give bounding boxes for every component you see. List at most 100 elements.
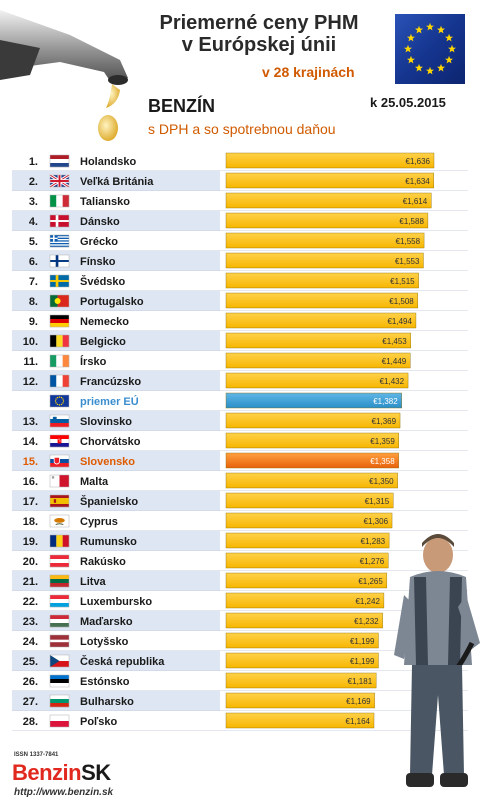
price-bar xyxy=(225,712,375,729)
price-label: €1,315 xyxy=(365,497,390,506)
price-label: €1,164 xyxy=(346,717,371,726)
netherlands-flag-icon xyxy=(49,154,70,168)
chart-row: 17. Španielsko €1,315 xyxy=(12,491,468,511)
price-bar xyxy=(225,372,409,389)
price-label: €1,265 xyxy=(358,577,383,586)
chart-row: 24. Lotyšsko €1,199 xyxy=(12,632,468,651)
finland-flag-icon xyxy=(49,254,70,268)
price-label: €1,508 xyxy=(389,297,414,306)
fuel-nozzle-icon xyxy=(0,10,128,141)
country-label: Slovensko xyxy=(80,456,135,468)
rank-label: 28. xyxy=(23,716,38,728)
chart-row: 4. Dánsko €1,588 xyxy=(12,211,468,231)
country-label: Írsko xyxy=(80,355,107,368)
chart-row: 28. Poľsko €1,164 xyxy=(12,712,468,731)
price-bar xyxy=(225,512,393,529)
page-title: Priemerné ceny PHM v Európskej únii xyxy=(128,12,390,56)
fuel-type: BENZÍN xyxy=(148,96,215,116)
price-label: €1,359 xyxy=(370,437,395,446)
rank-label: 26. xyxy=(23,676,38,688)
country-label: Nemecko xyxy=(80,316,129,328)
lithuania-flag-icon xyxy=(49,574,70,588)
chart-row: 18. Cyprus €1,306 xyxy=(12,512,468,531)
price-bar xyxy=(225,232,425,249)
rank-label: 12. xyxy=(23,376,38,388)
chart-row: 25. Česká republika €1,199 xyxy=(12,651,468,671)
chart-row: 8. Portugalsko €1,508 xyxy=(12,291,468,311)
price-label: €1,588 xyxy=(399,217,424,226)
chart-row: 5. Grécko €1,558 xyxy=(12,232,468,251)
price-label: €1,634 xyxy=(405,177,430,186)
logo-part-1: Benzin xyxy=(12,760,82,785)
rank-label: 10. xyxy=(23,336,38,348)
price-note: s DPH a so spotrebnou daňou xyxy=(148,121,336,137)
price-label: €1,515 xyxy=(390,277,415,286)
country-label: Dánsko xyxy=(80,216,120,228)
chart-row: 1. Holandsko €1,636 xyxy=(12,152,468,171)
czech-flag-icon xyxy=(49,654,70,668)
rank-label: 22. xyxy=(23,596,38,608)
country-label: Belgicko xyxy=(80,336,126,348)
country-label: Portugalsko xyxy=(80,296,144,308)
country-label: Rumunsko xyxy=(80,536,137,548)
price-label: €1,636 xyxy=(406,157,431,166)
price-label: €1,553 xyxy=(395,257,420,266)
price-bar xyxy=(225,612,383,629)
chart-row: 16. Malta €1,350 xyxy=(12,472,468,491)
benzinsk-logo: BenzinSK xyxy=(12,760,111,786)
price-label: €1,199 xyxy=(350,657,375,666)
price-label: €1,358 xyxy=(370,457,395,466)
worker-illustration-icon xyxy=(394,534,480,787)
ireland-flag-icon xyxy=(49,354,70,368)
chart-row: 10. Belgicko €1,453 xyxy=(12,331,468,351)
row-shade xyxy=(12,251,220,271)
country-label: Fínsko xyxy=(80,256,116,268)
price-label: €1,199 xyxy=(350,637,375,646)
rank-label: 13. xyxy=(23,416,38,428)
price-label: €1,306 xyxy=(364,517,389,526)
price-label: €1,283 xyxy=(361,537,386,546)
malta-flag-icon xyxy=(49,474,70,488)
price-label: €1,232 xyxy=(354,617,379,626)
price-bar xyxy=(225,472,398,489)
uk-flag-icon xyxy=(49,173,70,189)
eu-flag-icon xyxy=(49,394,70,408)
country-label: Bulharsko xyxy=(80,696,134,708)
price-bar xyxy=(225,652,379,669)
country-label: priemer EÚ xyxy=(80,395,139,408)
price-label: €1,242 xyxy=(355,597,380,606)
rank-label: 18. xyxy=(23,516,38,528)
website-link[interactable]: http://www.benzin.sk xyxy=(14,787,114,798)
price-bar xyxy=(225,352,411,369)
row-shade xyxy=(12,571,220,591)
chart-row: 12. Francúzsko €1,432 xyxy=(12,371,468,391)
rank-label: 24. xyxy=(23,636,38,648)
rank-label: 23. xyxy=(23,616,38,628)
rank-label: 5. xyxy=(29,236,38,248)
bulgaria-flag-icon xyxy=(49,694,70,708)
chart-row: 19. Rumunsko €1,283 xyxy=(12,531,468,551)
price-bar xyxy=(225,572,388,589)
price-label: €1,449 xyxy=(382,357,407,366)
rank-label: 11. xyxy=(23,356,38,368)
country-count: v 28 krajinách xyxy=(262,64,355,80)
price-label: €1,350 xyxy=(369,477,394,486)
chart-row: 27. Bulharsko €1,169 xyxy=(12,691,468,711)
price-bar xyxy=(225,172,434,189)
country-label: Malta xyxy=(80,476,109,488)
romania-flag-icon xyxy=(49,534,70,548)
sweden-flag-icon xyxy=(49,274,70,288)
price-bar xyxy=(225,672,377,689)
price-bar xyxy=(225,552,389,569)
slovakia-flag-icon xyxy=(49,454,70,468)
price-bar xyxy=(225,192,432,209)
price-bar xyxy=(225,312,417,329)
price-label: €1,558 xyxy=(396,237,421,246)
country-label: Taliansko xyxy=(80,196,130,208)
price-bar xyxy=(225,332,411,349)
price-bar xyxy=(225,292,418,309)
chart-row: 26. Estónsko €1,181 xyxy=(12,672,468,691)
rank-label: 19. xyxy=(23,536,38,548)
date-label: k 25.05.2015 xyxy=(370,95,446,110)
